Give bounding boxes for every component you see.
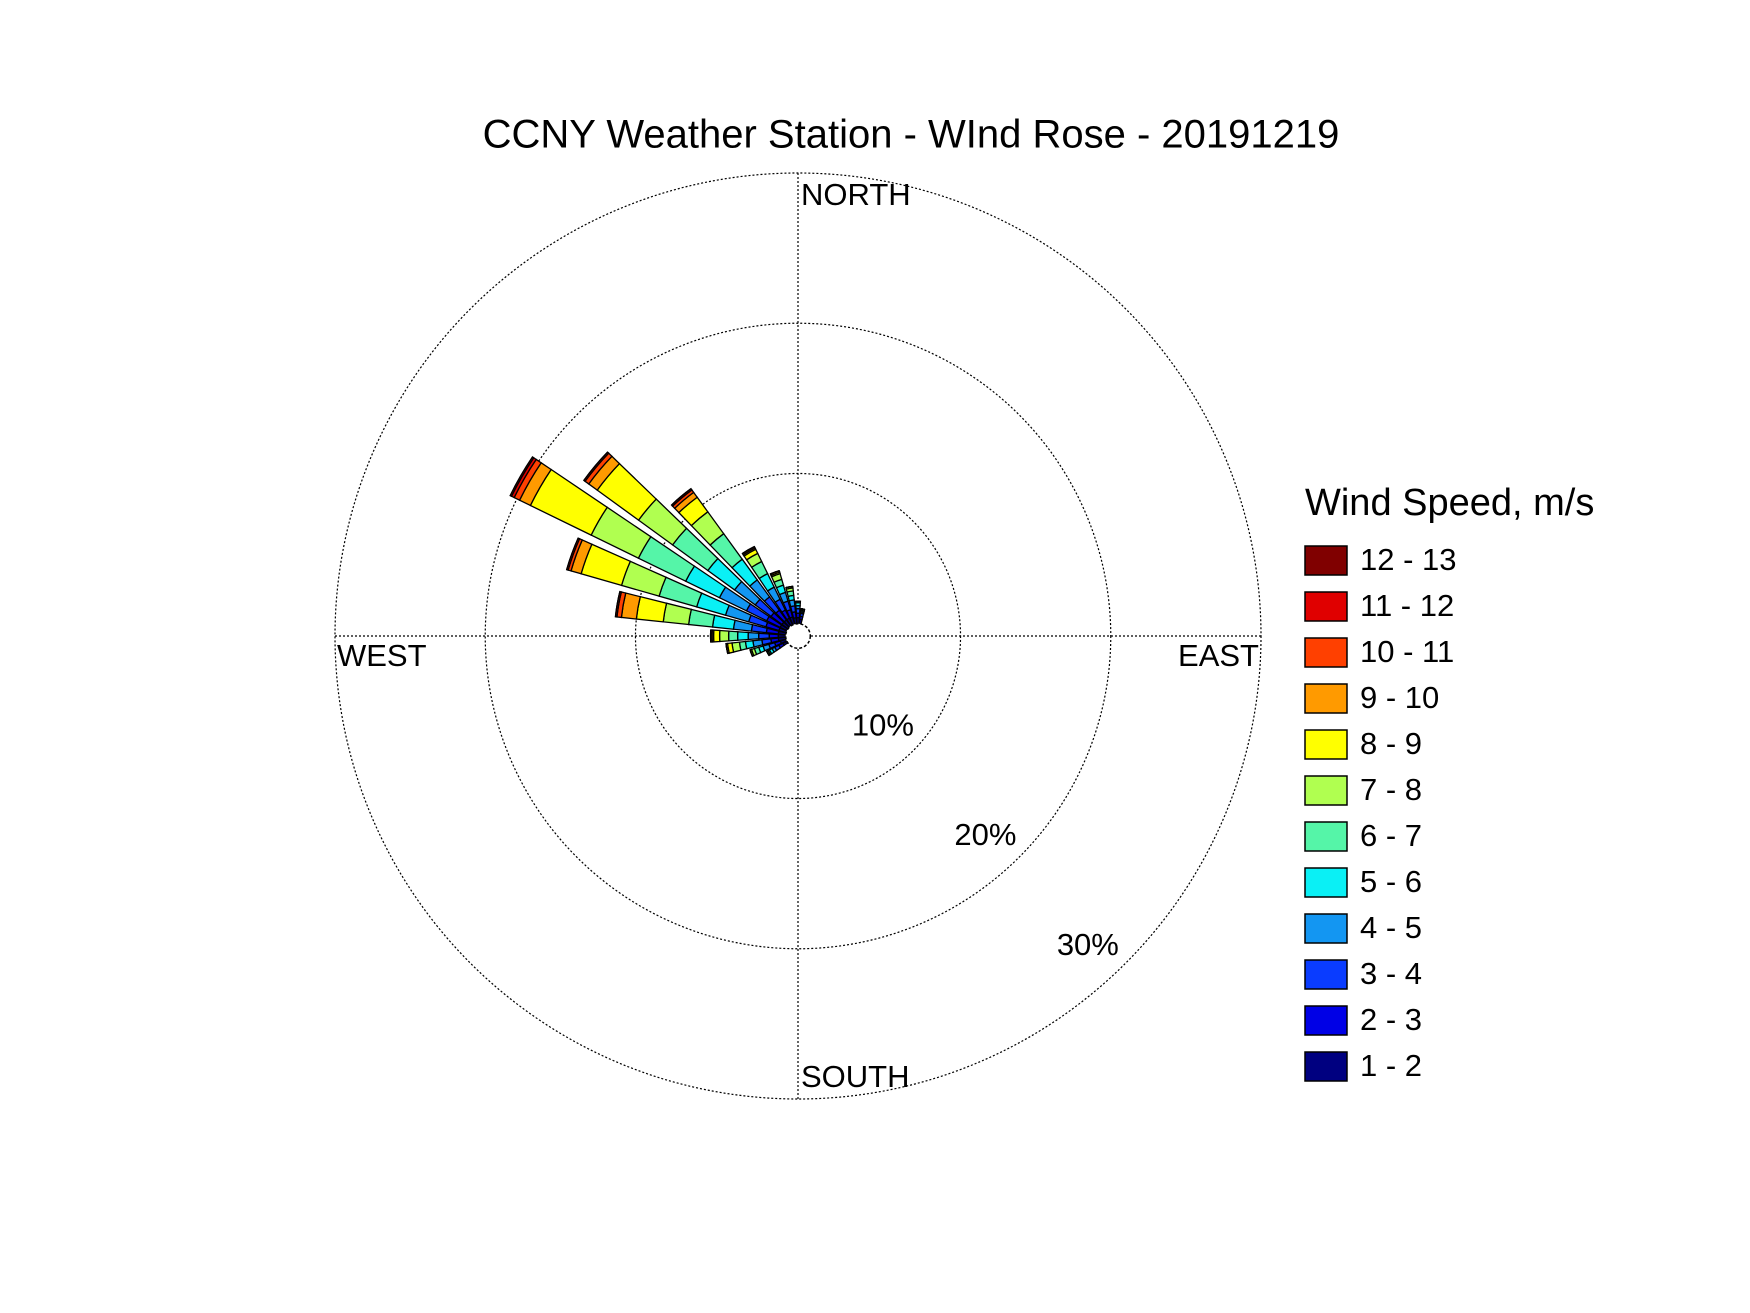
legend-title: Wind Speed, m/s <box>1305 482 1594 524</box>
wedge-segment <box>742 546 755 555</box>
grid-circle <box>334 172 1262 1100</box>
legend-swatch <box>1304 683 1348 714</box>
wedge-segment <box>662 602 693 626</box>
legend-swatch <box>1304 913 1348 944</box>
legend-swatch <box>1304 959 1348 990</box>
wedge-segment <box>736 631 749 641</box>
wedge-segment <box>795 612 801 619</box>
direction-label: WEST <box>337 638 427 673</box>
r-tick-label: 10% <box>852 707 914 742</box>
wedge-segment <box>509 456 535 498</box>
center-hole <box>784 622 812 650</box>
legend-label: 3 - 4 <box>1360 956 1422 991</box>
wedge-segment <box>718 629 730 643</box>
legend-label: 11 - 12 <box>1360 588 1454 623</box>
legend-swatch <box>1304 591 1348 622</box>
wedge-segment <box>712 629 721 643</box>
chart-title: CCNY Weather Station - WInd Rose - 20191… <box>483 113 1340 157</box>
legend-swatch <box>1304 1005 1348 1036</box>
legend-swatch <box>1304 545 1348 576</box>
legend-swatch <box>1304 775 1348 806</box>
wedge-segment <box>749 649 754 657</box>
r-tick-label: 30% <box>1057 927 1119 962</box>
grid-circle <box>484 322 1112 950</box>
legend-label: 7 - 8 <box>1360 772 1422 807</box>
legend-swatch <box>1304 821 1348 852</box>
wedge-segment <box>766 650 770 656</box>
legend-swatch <box>1304 729 1348 760</box>
legend-swatch <box>1304 637 1348 668</box>
wedge-segment <box>566 537 579 570</box>
wedge-segment <box>795 608 801 614</box>
grid-circle <box>634 472 962 800</box>
legend-swatch <box>1304 867 1348 898</box>
legend-label: 2 - 3 <box>1360 1002 1422 1037</box>
legend-label: 10 - 11 <box>1360 634 1454 669</box>
wedge-segment <box>635 595 668 623</box>
direction-label: SOUTH <box>801 1059 910 1094</box>
legend-swatch <box>1304 1051 1348 1082</box>
wedge-segment <box>785 585 793 589</box>
direction-label: NORTH <box>801 177 911 212</box>
wedge-segment <box>768 633 779 639</box>
legend-label: 12 - 13 <box>1360 542 1457 577</box>
legend-label: 9 - 10 <box>1360 680 1439 715</box>
wedge-segment <box>758 632 770 640</box>
legend-label: 4 - 5 <box>1360 910 1422 945</box>
wedge-segment <box>727 630 739 642</box>
legend-label: 5 - 6 <box>1360 864 1422 899</box>
legend-label: 6 - 7 <box>1360 818 1422 853</box>
wedge-segment <box>687 608 716 628</box>
r-tick-label: 20% <box>954 817 1016 852</box>
wedge-segment <box>747 631 760 641</box>
legend-label: 1 - 2 <box>1360 1048 1422 1083</box>
legend-label: 8 - 9 <box>1360 726 1422 761</box>
direction-label: EAST <box>1178 638 1259 673</box>
wedge-segment <box>800 608 805 611</box>
